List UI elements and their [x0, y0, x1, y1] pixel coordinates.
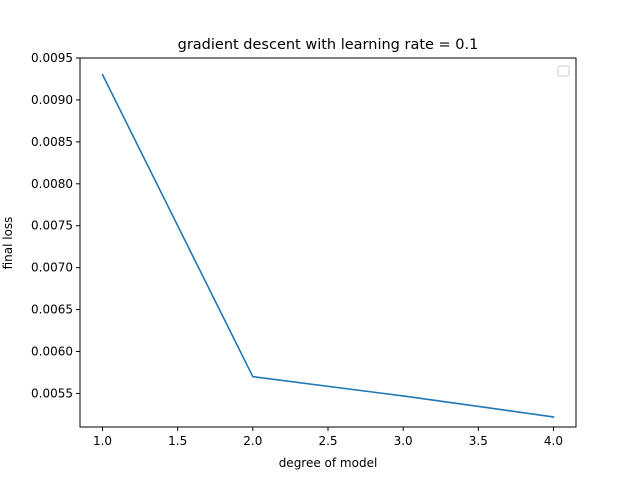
x-axis-label: degree of model — [279, 456, 378, 470]
y-axis-label: final loss — [1, 217, 15, 270]
x-tick-label: 1.0 — [93, 434, 112, 448]
legend-box — [557, 65, 570, 77]
y-tick-label: 0.0070 — [31, 261, 73, 275]
y-tick-label: 0.0055 — [31, 386, 73, 400]
x-tick-label: 4.0 — [544, 434, 563, 448]
chart-title: gradient descent with learning rate = 0.… — [178, 37, 479, 53]
x-tick-label: 3.0 — [394, 434, 413, 448]
x-tick-label: 3.5 — [469, 434, 488, 448]
y-tick-label: 0.0065 — [31, 303, 73, 317]
x-tick-label: 1.5 — [168, 434, 187, 448]
y-tick-label: 0.0085 — [31, 135, 73, 149]
x-tick-label: 2.0 — [243, 434, 262, 448]
y-tick-label: 0.0060 — [31, 345, 73, 359]
y-tick-label: 0.0090 — [31, 93, 73, 107]
x-tick-label: 2.5 — [318, 434, 337, 448]
y-tick-label: 0.0095 — [31, 51, 73, 65]
plot-area: 1.0 1.5 2.0 2.5 3.0 3.5 4.0 0.0055 0.0060 0.0065 0… — [31, 51, 577, 448]
series-line-0 — [101, 73, 555, 418]
y-tick-label: 0.0080 — [31, 177, 73, 191]
y-tick-label: 0.0075 — [31, 219, 73, 233]
